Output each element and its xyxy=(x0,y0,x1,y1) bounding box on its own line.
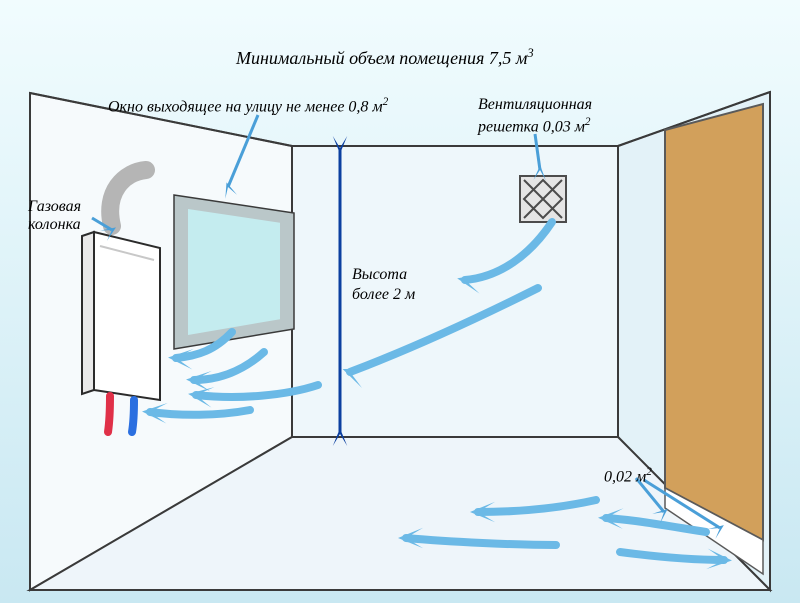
label-window: Окно выходящее на улицу не менее 0,8 м2 xyxy=(108,96,388,116)
pipe-hot xyxy=(108,396,110,432)
label-height1: Высота xyxy=(352,266,407,284)
label-height2: более 2 м xyxy=(352,286,415,304)
vent-grille xyxy=(520,176,566,222)
label-vent1: Вентиляционная xyxy=(478,96,592,114)
window xyxy=(174,195,294,349)
label-gap: 0,02 м2 xyxy=(604,466,652,486)
label-vent2: решетка 0,03 м2 xyxy=(478,116,591,136)
pipe-cold xyxy=(132,400,134,432)
label-heater2: колонка xyxy=(28,216,81,234)
label-heater1: Газовая xyxy=(28,198,81,216)
label-title: Минимальный объем помещения 7,5 м3 xyxy=(236,46,534,69)
diagram-root: Минимальный объем помещения 7,5 м3 Окно в… xyxy=(0,0,800,603)
